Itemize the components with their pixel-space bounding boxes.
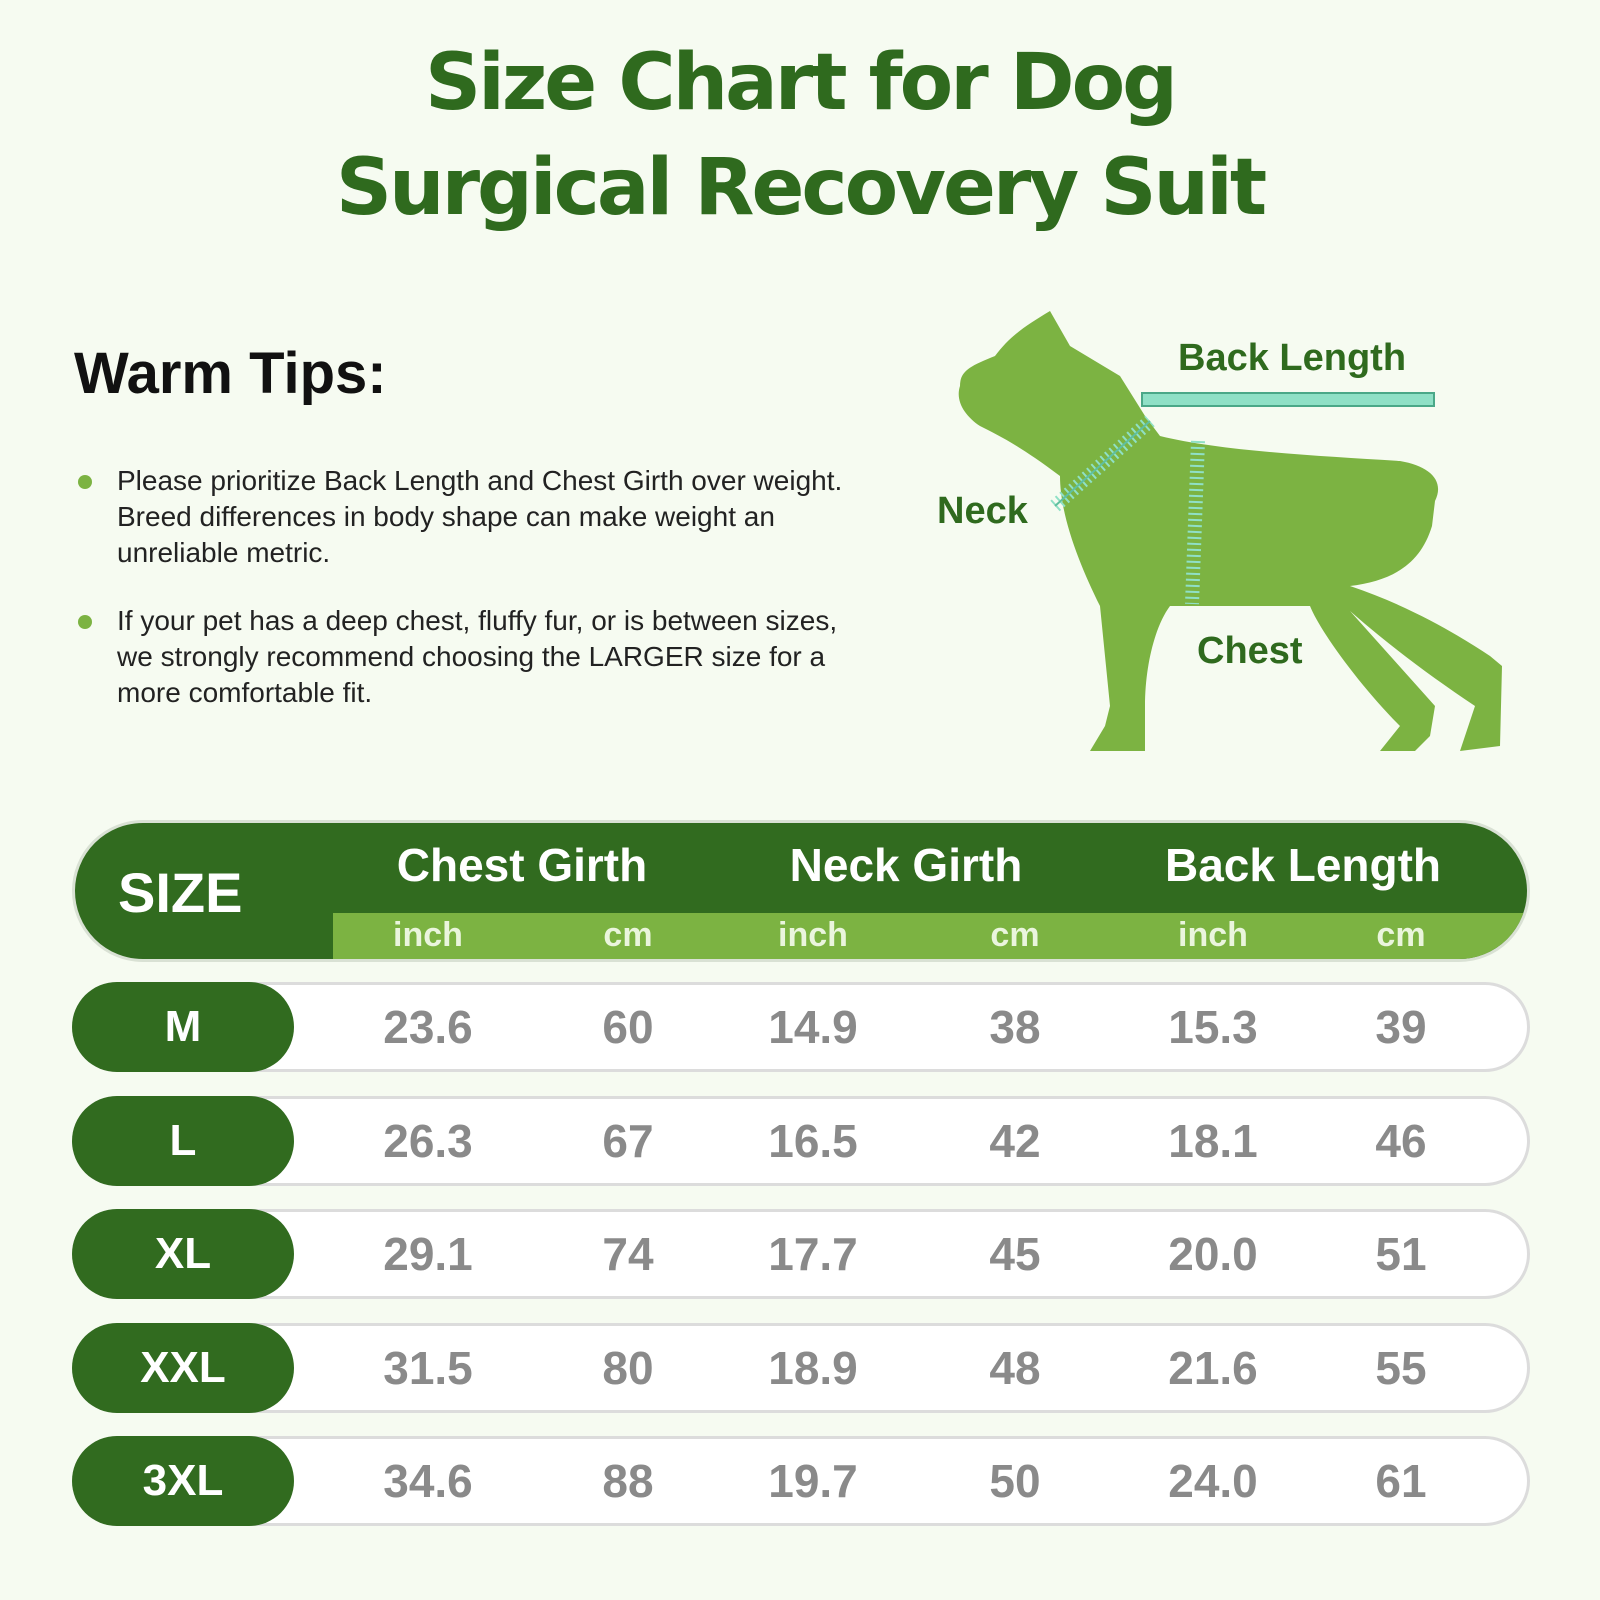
size-cell: XL [72, 1209, 294, 1299]
size-cell: L [72, 1095, 294, 1186]
back-length-label: Back Length [1178, 337, 1407, 379]
unit-header: cm [990, 916, 1040, 954]
value-cell: 16.5 [768, 1114, 858, 1167]
size-cell: XXL [72, 1322, 294, 1413]
unit-band [333, 913, 1527, 959]
value-cell: 80 [602, 1341, 654, 1394]
unit-header: inch [393, 916, 463, 954]
table-header [72, 820, 1530, 962]
value-cell: 19.7 [768, 1455, 858, 1507]
tip: Please prioritize Back Length and Chest … [117, 465, 843, 568]
group-header: Chest Girth [396, 839, 648, 891]
value-cell: 18.9 [768, 1341, 858, 1394]
value-cell: 48 [989, 1341, 1041, 1394]
value-cell: 15.3 [1168, 1001, 1258, 1053]
value-cell: 17.7 [768, 1228, 858, 1280]
group-header: Back Length [1164, 839, 1442, 891]
value-cell: 29.1 [383, 1228, 473, 1280]
value-cell: 55 [1375, 1341, 1427, 1394]
value-cell: 39 [1375, 1001, 1427, 1053]
value-cell: 34.6 [383, 1455, 473, 1507]
value-cell: 24.0 [1168, 1455, 1258, 1507]
value-cell: 61 [1375, 1455, 1427, 1507]
unit-header: inch [1178, 916, 1248, 954]
value-cell: 74 [602, 1228, 654, 1280]
dog-silhouette [958, 311, 1502, 751]
table-row [72, 1322, 1530, 1413]
value-cell: 67 [602, 1114, 654, 1167]
value-cell: 23.6 [383, 1001, 473, 1053]
value-cell: 26.3 [383, 1114, 473, 1167]
neck-tape-edge [1054, 420, 1151, 507]
value-cell: 60 [602, 1001, 654, 1053]
table-row [72, 1095, 1530, 1186]
dog-diagram [958, 311, 1502, 751]
table-row [72, 1209, 1530, 1299]
bullet [78, 615, 92, 629]
value-cell: 38 [989, 1001, 1041, 1053]
value-cell: 31.5 [383, 1341, 473, 1394]
bullet [78, 475, 92, 489]
tips-title: Warm Tips: [74, 341, 387, 406]
value-cell: 18.1 [1168, 1114, 1258, 1167]
value-cell: 20.0 [1168, 1228, 1258, 1280]
value-cell: 46 [1375, 1114, 1427, 1167]
unit-header: cm [1376, 916, 1426, 954]
unit-header: inch [778, 916, 848, 954]
neck-label: Neck [937, 490, 1028, 532]
back-tape [1141, 392, 1435, 407]
size-header: SIZE [118, 861, 243, 924]
value-cell: 45 [989, 1228, 1041, 1280]
value-cell: 51 [1375, 1228, 1427, 1280]
value-cell: 21.6 [1168, 1341, 1258, 1394]
value-cell: 50 [989, 1455, 1041, 1507]
title-line: Size Chart for Dog [425, 38, 1178, 128]
group-header: Neck Girth [789, 839, 1023, 891]
size-cell: M [72, 982, 294, 1072]
size-cell: 3XL [72, 1436, 294, 1526]
value-cell: 88 [602, 1455, 654, 1507]
table-row [72, 1436, 1530, 1526]
value-cell: 42 [989, 1114, 1041, 1167]
title-line: Surgical Recovery Suit [335, 143, 1267, 233]
unit-header: cm [603, 916, 653, 954]
value-cell: 14.9 [768, 1001, 858, 1053]
chest-label: Chest [1197, 630, 1303, 672]
table-row [72, 982, 1530, 1072]
tip: If your pet has a deep chest, fluffy fur… [117, 605, 838, 708]
